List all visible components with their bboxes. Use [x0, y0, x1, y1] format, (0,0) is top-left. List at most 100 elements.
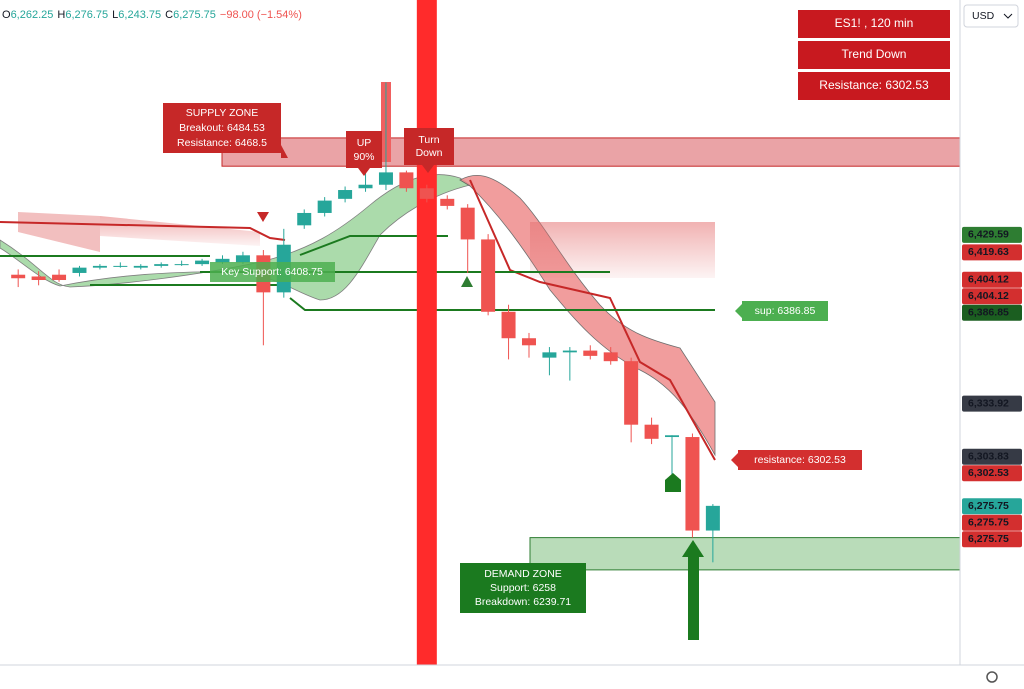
ohlc-change: −98.00 (−1.54%): [220, 9, 302, 21]
chevron: [1003, 13, 1013, 19]
supply-breakout: Breakout: 6484.53: [179, 122, 265, 134]
price-tag-label: 6,429.59: [968, 229, 1009, 241]
info-box: [798, 72, 950, 100]
pointer: [358, 168, 370, 176]
candle-body: [440, 198, 455, 206]
supply-label: [163, 103, 281, 153]
price-axis: [960, 0, 1024, 689]
currency[interactable]: USD: [972, 10, 995, 22]
green-line: [299, 235, 448, 256]
price-tag-label: 6,275.75: [968, 533, 1009, 545]
info-symbol: ES1! , 120 min: [835, 16, 914, 30]
time-axis: [0, 665, 960, 689]
candle-body: [31, 276, 46, 281]
up-text: UP: [357, 137, 372, 149]
ohlc-value: 6,275.75: [173, 9, 216, 21]
demand-title: DEMAND ZONE: [484, 568, 562, 580]
up-label: [346, 131, 382, 168]
candle-body: [665, 435, 680, 438]
pointer: [735, 304, 742, 318]
candle-body: [215, 258, 230, 263]
price-tag: [962, 448, 1022, 465]
up-percent: 90%: [353, 151, 374, 163]
candle-body: [338, 190, 353, 199]
candle-body: [501, 311, 516, 339]
red-cloud: [459, 174, 716, 457]
candle-body: [72, 267, 87, 273]
demand-label: [460, 563, 586, 613]
price-tag-label: 6,404.12: [968, 274, 1009, 286]
candle-body: [297, 212, 312, 226]
sup-label: [742, 301, 828, 321]
left-band-fade: [100, 216, 260, 246]
demand-support: Support: 6258: [490, 582, 556, 594]
ohlc-key: O: [2, 9, 11, 21]
axis-labels: 6,429.59 6,419.63 6,404.12 6,404.12 6,386.85…: [962, 226, 1022, 548]
candle-body: [133, 265, 148, 268]
candle-body: [542, 352, 557, 358]
ohlc-key: H: [57, 9, 65, 21]
zone: [529, 537, 961, 571]
price-tag: [962, 531, 1022, 548]
info-resistance: Resistance: 6302.53: [819, 78, 929, 92]
currency-button[interactable]: [963, 4, 1019, 28]
price-tag: [962, 514, 1022, 531]
ohlc-header: O6,262.25 H6,276.75 L6,243.75 C6,275.75 −98.…: [2, 9, 302, 21]
demand-breakdown: Breakdown: 6239.71: [475, 596, 571, 608]
price-tag: [962, 271, 1022, 288]
candle-body: [174, 264, 189, 266]
left-band: [18, 212, 100, 252]
candle-body: [521, 338, 536, 346]
candle-body: [644, 424, 659, 439]
pointer: [281, 145, 288, 158]
key-support-text: Key Support: 6408.75: [221, 266, 323, 278]
candle-body: [195, 260, 210, 265]
green-line: [289, 297, 715, 311]
price-tag: [962, 304, 1022, 321]
price-tag: [962, 288, 1022, 305]
down-marker: [257, 212, 269, 222]
price-tag: [962, 226, 1022, 243]
buy-marker: [665, 473, 681, 492]
price-tag: [962, 395, 1022, 412]
candles: [11, 82, 720, 563]
ohlc-key: L: [112, 9, 118, 21]
info-box: [798, 10, 950, 38]
info-box: [798, 41, 950, 69]
pointer: [422, 165, 434, 173]
settings-icon[interactable]: [986, 671, 998, 683]
candle-body: [603, 352, 618, 362]
price-tag: [962, 498, 1022, 515]
arrow-shaft: [688, 555, 699, 640]
turn-label: [404, 128, 454, 165]
arrow-head: [682, 540, 704, 557]
price-tag-label: 6,419.63: [968, 246, 1009, 258]
left-red-line: [0, 221, 286, 241]
candle-body: [317, 200, 332, 213]
key-support-label: [210, 262, 335, 282]
highlight: [416, 0, 437, 665]
supply-title: SUPPLY ZONE: [186, 107, 259, 119]
ohlc-value: 6,276.75: [65, 9, 108, 21]
annotations: SUPPLY ZONE Breakout: 6484.53 Resistance…: [163, 10, 950, 640]
pointer: [731, 453, 738, 467]
price-tag-label: 6,386.85: [968, 307, 1009, 319]
candle-body: [378, 172, 393, 185]
ohlc-value: 6,243.75: [118, 9, 161, 21]
price-tag-label: 6,303.83: [968, 451, 1009, 463]
candle-body: [92, 265, 107, 268]
right-band: [530, 222, 715, 278]
price-tag: [962, 244, 1022, 261]
info-trend: Trend Down: [842, 47, 907, 61]
up-marker: [461, 276, 473, 287]
candle-body: [705, 505, 720, 531]
supply-resistance: Resistance: 6468.5: [177, 137, 267, 149]
price-tag: [962, 465, 1022, 482]
candle-body: [624, 361, 639, 425]
ohlc-value: 6,262.25: [11, 9, 54, 21]
resistance-label: [738, 450, 862, 470]
price-tag-label: 6,275.75: [968, 517, 1009, 529]
trend-line: [469, 179, 716, 461]
candle-body: [113, 265, 128, 267]
